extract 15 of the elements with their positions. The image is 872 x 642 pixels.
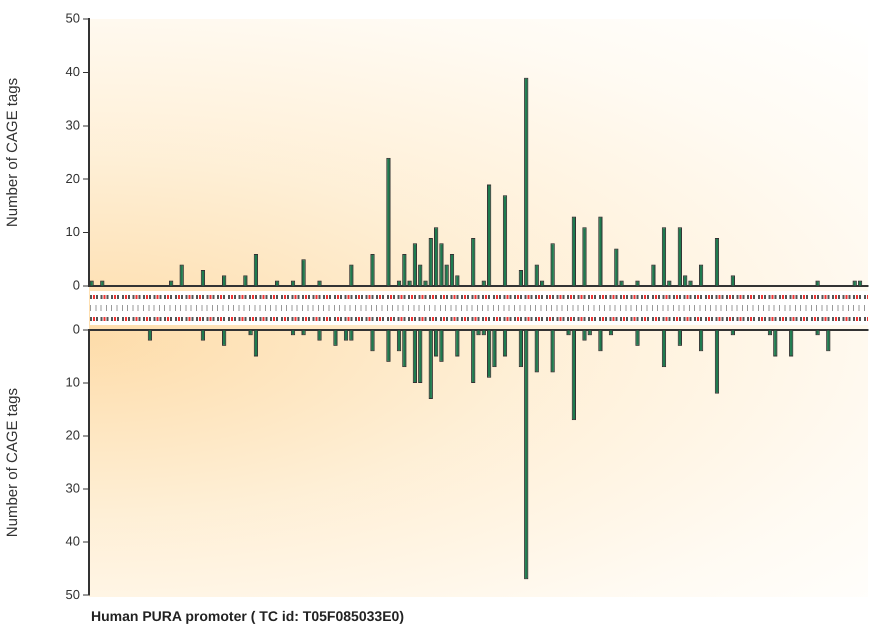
y-tick-label: 30 (66, 480, 80, 496)
y-tick-label: 40 (66, 534, 80, 549)
y-tick-label: 30 (66, 117, 80, 132)
y-axis-title: Number of CAGE tags (4, 78, 22, 228)
y-tick-label: 50 (66, 10, 80, 26)
text: Human PURA promoter ( TC id: T05F085033E0) (91, 608, 404, 624)
y-tick-label: 0 (72, 322, 80, 337)
y-axis-title: Number of CAGE tags (4, 388, 22, 538)
y-tick-label: 10 (66, 224, 80, 240)
y-tick-label: 20 (66, 428, 80, 443)
y-tick-label: 40 (66, 64, 80, 79)
y-tick-label: 50 (66, 586, 80, 602)
y-tick-label: 20 (66, 170, 80, 186)
y-tick-label: 0 (72, 278, 80, 293)
y-tick-label: 10 (66, 374, 80, 390)
